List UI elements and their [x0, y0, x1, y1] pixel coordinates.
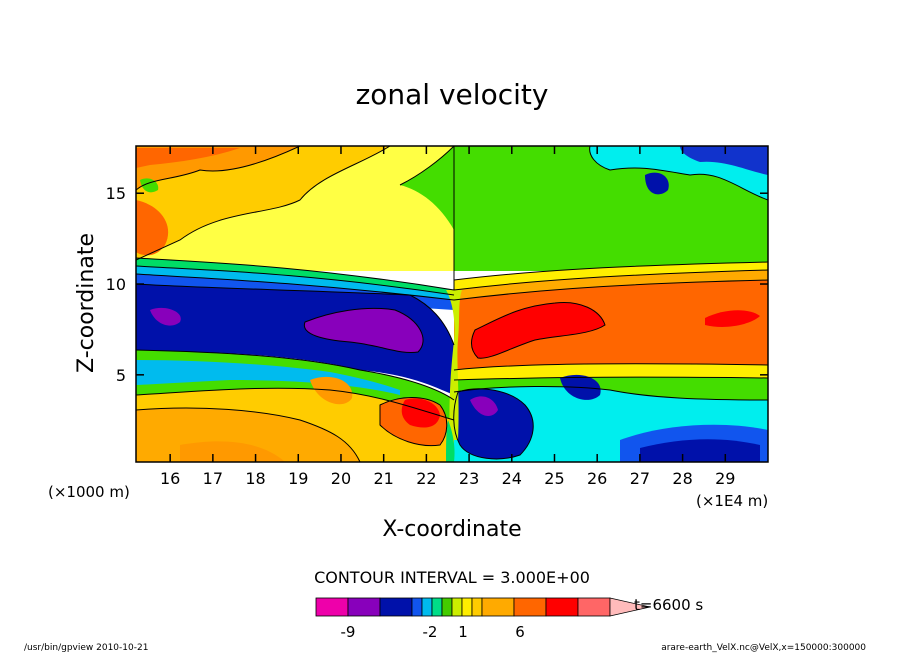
- colorbar-swatch: [577, 597, 611, 617]
- contour-lines: [136, 146, 768, 462]
- contour-field: [136, 146, 768, 462]
- mid-right-orange: [454, 280, 768, 380]
- colorbar-tick-label: 1: [458, 623, 468, 641]
- center-green-stem: [446, 420, 455, 462]
- colorbar-tick-label: -9: [341, 623, 356, 641]
- green-center-upper: [400, 146, 454, 230]
- footer-right: arare-earth_VelX.nc@VelX,x=150000:300000: [661, 643, 866, 653]
- lower-right-gold: [454, 363, 768, 388]
- x-tick-label: 17: [203, 469, 223, 488]
- band-yellow-right: [454, 262, 768, 296]
- upper-left-red-orange: [136, 148, 240, 168]
- colorbar-swatch: [513, 597, 547, 617]
- upper-right-blue: [680, 146, 768, 175]
- y-tick-label: 5: [116, 366, 126, 385]
- x-tick-label: 24: [502, 469, 522, 488]
- colorbar-tick-labels: -9 -2 1 6: [341, 623, 525, 641]
- colorbar-swatch: [441, 597, 453, 617]
- time-label: t=6600 s: [634, 596, 703, 614]
- colorbar-swatch: [411, 597, 423, 617]
- colorbar-swatch: [379, 597, 413, 617]
- colorbar-swatch: [421, 597, 433, 617]
- colorbar-extension-arrow: [609, 597, 651, 617]
- x-tick-label: 18: [245, 469, 265, 488]
- x-axis-label: X-coordinate: [382, 517, 521, 542]
- colorbar-swatch: [431, 597, 443, 617]
- lower-left-orange-bottom: [180, 441, 285, 462]
- x-tick-label: 19: [288, 469, 308, 488]
- contour-interval: CONTOUR INTERVAL = 3.000E+00: [314, 568, 590, 587]
- x-tick-label: 23: [459, 469, 479, 488]
- colorbar-swatch: [545, 597, 579, 617]
- colorbar-swatch: [347, 597, 381, 617]
- upper-left-gold: [136, 146, 390, 260]
- left-edge-orange: [136, 200, 169, 256]
- x-tick-label: 21: [373, 469, 393, 488]
- colorbar-tick-label: -2: [423, 623, 438, 641]
- lower-right-green: [454, 377, 768, 400]
- x-tick-label: 20: [331, 469, 351, 488]
- mid-left-purple-2: [304, 308, 424, 353]
- x-tick-label: 26: [587, 469, 607, 488]
- mid-right-red: [471, 302, 605, 359]
- x-tick-label: 16: [160, 469, 180, 488]
- y-tick-label: 15: [106, 184, 126, 203]
- colorbar-swatch: [451, 597, 463, 617]
- center-lime: [446, 290, 462, 440]
- colorbar-swatch: [315, 597, 349, 617]
- x-unit-note: (×1E4 m): [696, 492, 768, 510]
- chart-title: zonal velocity: [356, 78, 549, 111]
- x-tick-label: 29: [715, 469, 735, 488]
- colorbar: [315, 597, 651, 617]
- x-tick-label: 27: [630, 469, 650, 488]
- x-tick-label: 25: [544, 469, 564, 488]
- y-axis: 5 10 15: [106, 184, 768, 385]
- footer-left: /usr/bin/gpview 2010-10-21: [24, 643, 148, 653]
- x-tick-label: 22: [416, 469, 436, 488]
- mid-right-red-spot: [705, 310, 760, 327]
- x-tick-label: 28: [672, 469, 692, 488]
- y-tick-label: 10: [106, 275, 126, 294]
- upper-right-dark-blue-spot: [645, 172, 669, 195]
- lower-left-cyan: [136, 360, 400, 395]
- colorbar-tick-label: 6: [515, 623, 525, 641]
- mid-left-purple-1: [150, 307, 181, 326]
- lower-right-dark-blue-bottom: [640, 439, 760, 462]
- y-axis-label: Z-coordinate: [74, 233, 99, 373]
- colorbar-swatch: [461, 597, 473, 617]
- lower-left-red-inner: [401, 398, 440, 428]
- lower-right-purple: [470, 396, 498, 416]
- colorbar-swatch: [471, 597, 483, 617]
- x-axis: 16 17 18 19 20 21 22 23 24 25 26 27 28 29: [160, 146, 735, 488]
- y-unit-note: (×1000 m): [48, 483, 130, 501]
- colorbar-swatch: [481, 597, 515, 617]
- plot-frame: [135, 145, 769, 463]
